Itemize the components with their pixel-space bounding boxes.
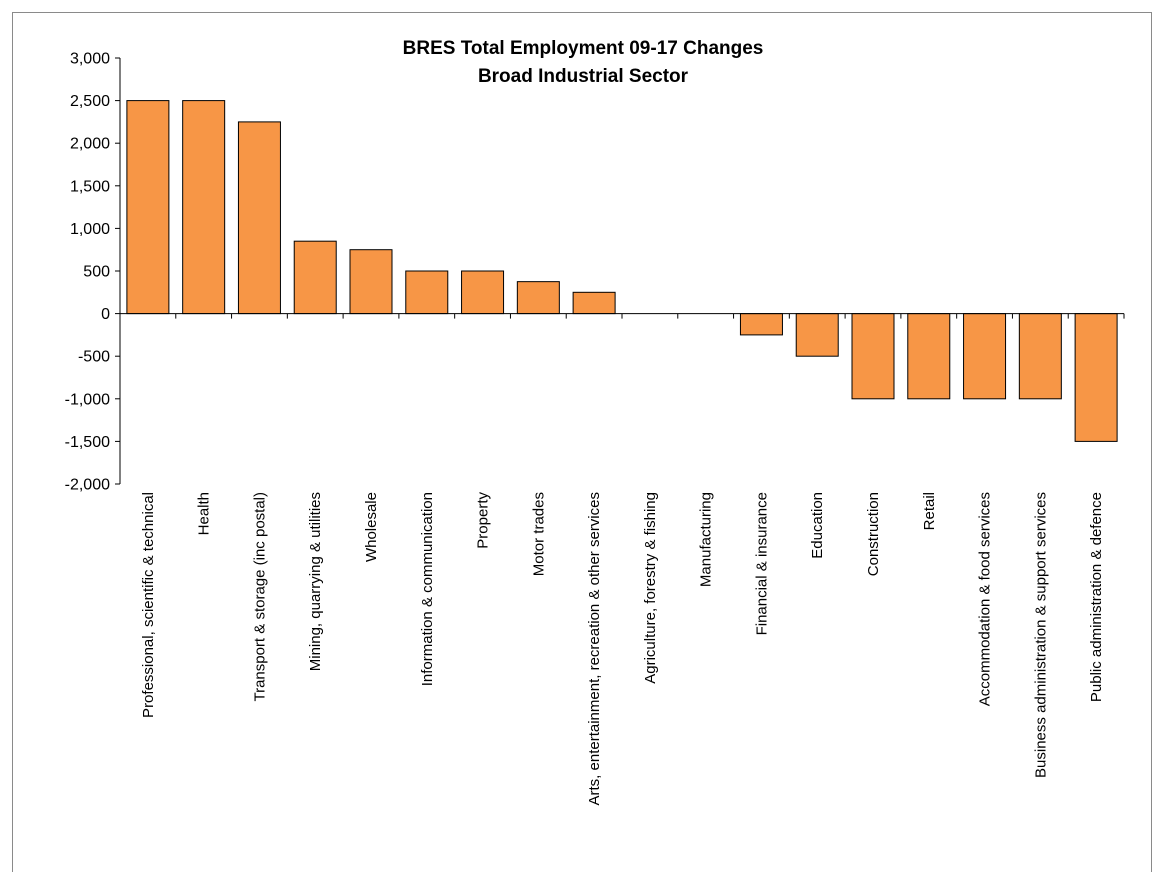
bar xyxy=(907,313,951,400)
bar xyxy=(739,313,783,336)
x-category-label: Agriculture, forestry & fishing xyxy=(642,492,659,684)
y-tick-label: 3,000 xyxy=(70,51,110,68)
bar xyxy=(795,313,839,357)
bar xyxy=(126,100,170,315)
x-category-label: Construction xyxy=(865,492,882,576)
bar xyxy=(963,313,1007,400)
y-tick-label: 0 xyxy=(101,306,110,323)
x-category-label: Retail xyxy=(921,492,938,530)
x-category-label: Manufacturing xyxy=(698,492,715,587)
bar xyxy=(293,240,337,315)
x-category-label: Health xyxy=(196,492,213,535)
x-category-label: Mining, quarrying & utilities xyxy=(307,492,324,671)
bar xyxy=(1018,313,1062,400)
x-category-label: Financial & insurance xyxy=(753,492,770,635)
bar xyxy=(182,100,226,315)
y-tick-label: -1,000 xyxy=(65,391,110,408)
x-category-label: Accommodation & food services xyxy=(977,492,994,706)
chart-subtitle: Broad Industrial Sector xyxy=(478,66,689,87)
y-tick-label: 1,000 xyxy=(70,221,110,238)
y-tick-label: -2,000 xyxy=(65,477,110,494)
y-tick-label: 2,500 xyxy=(70,93,110,110)
bar xyxy=(851,313,895,400)
bar xyxy=(461,270,505,315)
y-tick-label: 500 xyxy=(83,264,110,281)
y-tick-label: 1,500 xyxy=(70,178,110,195)
bar xyxy=(237,121,281,315)
x-category-label: Property xyxy=(475,492,492,549)
bars xyxy=(126,100,1118,442)
x-category-label: Arts, entertainment, recreation & other … xyxy=(586,492,603,805)
x-category-label: Business administration & support servic… xyxy=(1032,492,1049,778)
bar xyxy=(349,249,393,315)
chart-frame xyxy=(12,12,1152,872)
x-category-label: Information & communication xyxy=(419,492,436,686)
x-category-label: Wholesale xyxy=(363,492,380,562)
y-tick-label: 2,000 xyxy=(70,136,110,153)
bar xyxy=(405,270,449,315)
y-tick-label: -500 xyxy=(78,349,110,366)
x-category-label: Professional, scientific & technical xyxy=(140,492,157,718)
y-tick-label: -1,500 xyxy=(65,434,110,451)
bar xyxy=(516,281,560,315)
bar xyxy=(1074,313,1118,442)
x-category-label: Public administration & defence xyxy=(1088,492,1105,702)
x-axis: Professional, scientific & technical Heal… xyxy=(120,313,1125,805)
bar xyxy=(572,291,616,315)
x-category-label: Transport & storage (inc postal) xyxy=(251,492,268,702)
chart-title: BRES Total Employment 09-17 Changes xyxy=(403,38,764,59)
x-category-label: Education xyxy=(809,492,826,559)
x-category-label: Motor trades xyxy=(530,492,547,576)
y-axis: -2,000 -1,500 -1,000 -500 0 500 1,000 1,500 2,00… xyxy=(65,51,121,494)
